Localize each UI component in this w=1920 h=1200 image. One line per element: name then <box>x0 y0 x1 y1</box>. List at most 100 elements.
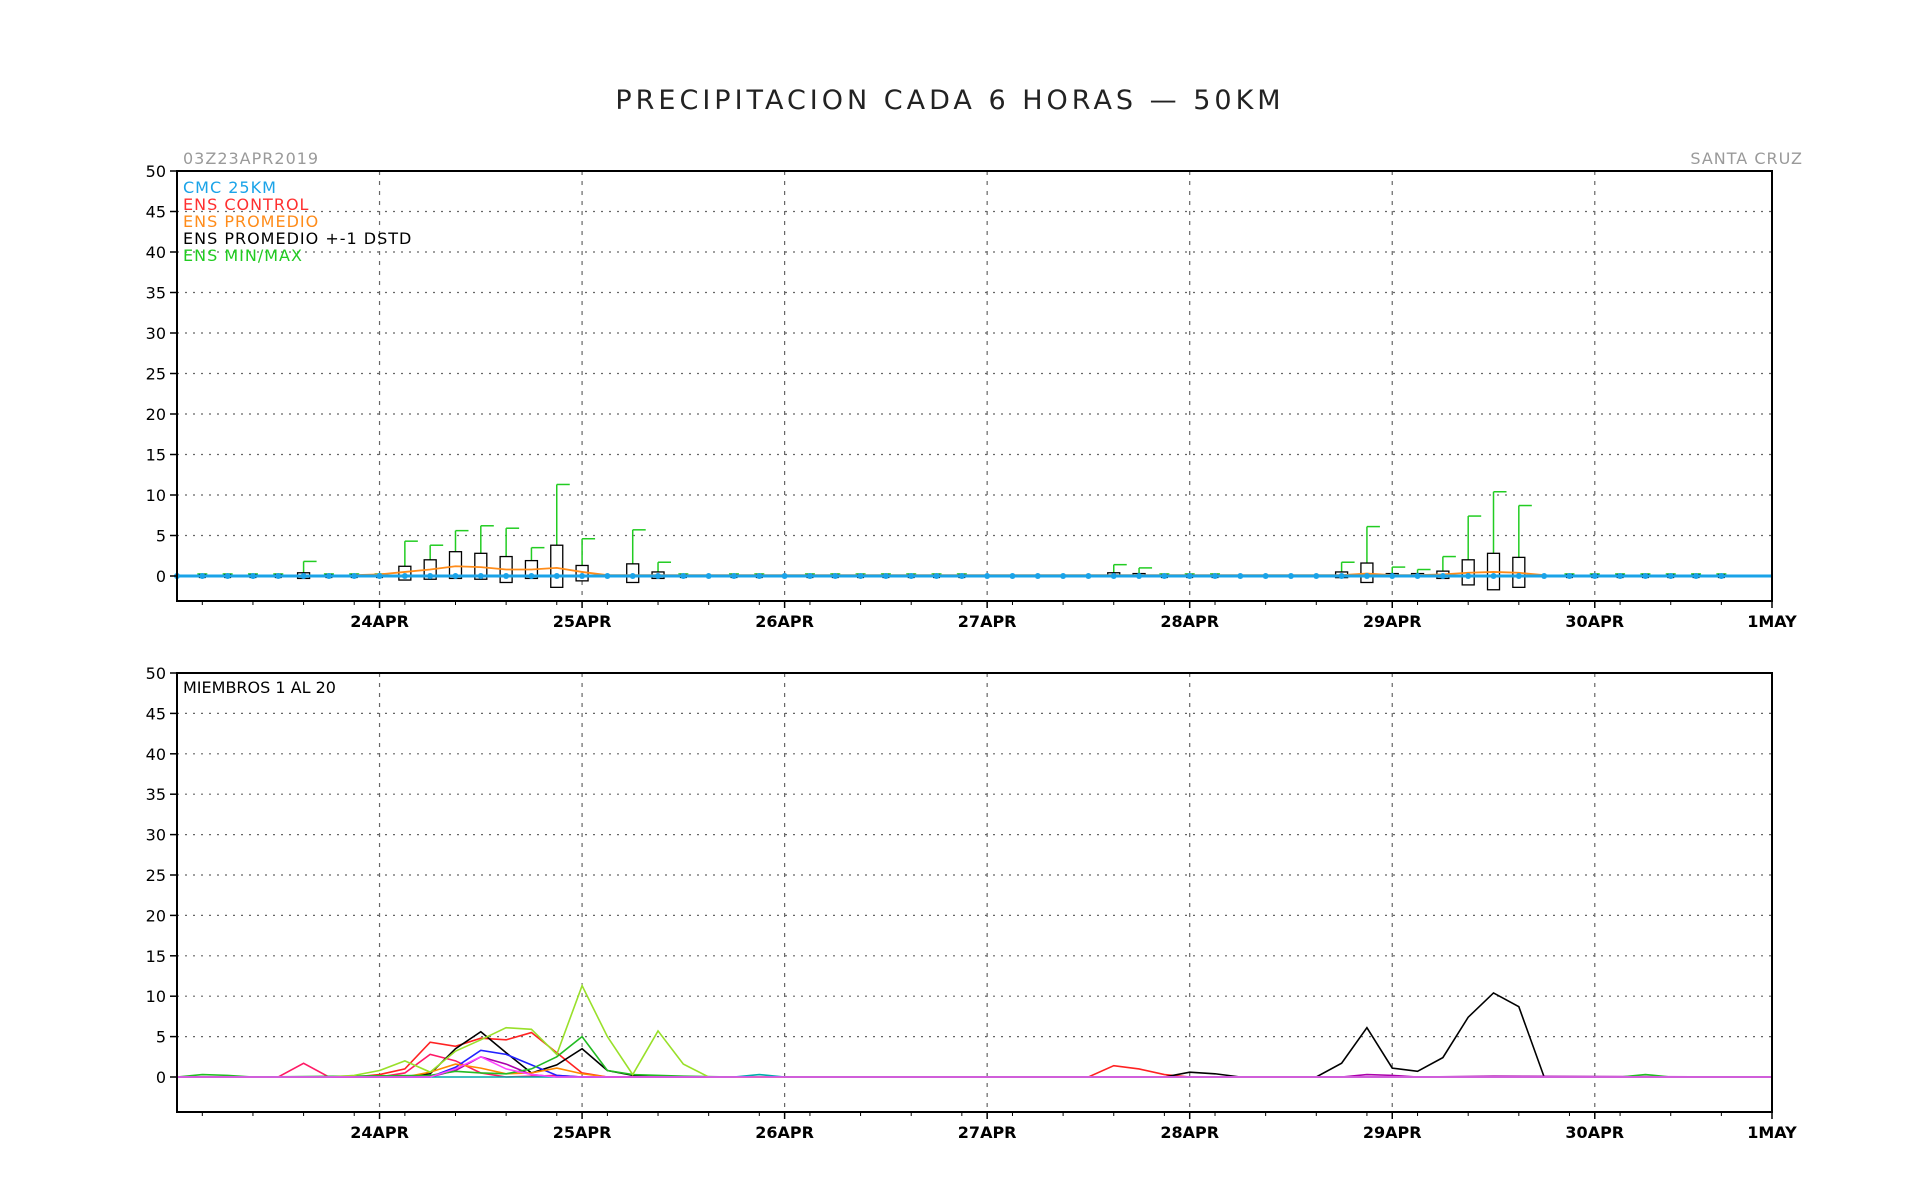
cmc-point <box>1212 573 1219 579</box>
top-plot-frame <box>176 170 1773 602</box>
member-line <box>177 1055 1773 1078</box>
legend-entry: ENS CONTROL <box>183 195 309 214</box>
std-box <box>626 563 640 584</box>
legend-entry: CMC 25KM <box>183 178 277 197</box>
bottom-ytick-label: 45 <box>146 704 166 723</box>
top-ytick-label: 35 <box>146 284 166 303</box>
top-ytick-label: 30 <box>146 324 166 343</box>
legend-entry: ENS PROMEDIO <box>183 212 319 231</box>
cmc-point <box>1515 573 1522 579</box>
cmc-point <box>1617 573 1624 579</box>
cmc-point <box>604 573 611 579</box>
bottom-xtick-label: 24APR <box>350 1123 409 1142</box>
cmc-point <box>249 573 256 579</box>
cmc-point <box>528 573 535 579</box>
top-ytick-label: 40 <box>146 243 166 262</box>
cmc-point <box>1465 573 1472 579</box>
bottom-grid <box>177 673 1772 1112</box>
cmc-point <box>1034 573 1041 579</box>
cmc-point <box>503 573 510 579</box>
cmc-point <box>1389 573 1396 579</box>
cmc-point <box>1110 573 1117 579</box>
top-xtick-label: 29APR <box>1363 612 1422 631</box>
chart-title: PRECIPITACION CADA 6 HORAS — 50KM <box>615 85 1284 116</box>
cmc-point <box>351 573 358 579</box>
cmc-point <box>224 573 231 579</box>
bottom-plot-frame <box>176 672 1773 1113</box>
cmc-point <box>452 573 459 579</box>
top-xtick-label: 28APR <box>1160 612 1219 631</box>
bottom-xtick-label: 25APR <box>553 1123 612 1142</box>
cmc-point <box>730 573 737 579</box>
top-ytick-label: 25 <box>146 365 166 384</box>
cmc-point <box>1161 573 1168 579</box>
cmc-point <box>1287 573 1294 579</box>
legend-entry: ENS MIN/MAX <box>183 246 303 265</box>
cmc-point <box>1642 573 1649 579</box>
top-ytick-label: 50 <box>146 162 166 181</box>
bottom-ytick-label: 35 <box>146 785 166 804</box>
cmc-point <box>275 573 282 579</box>
legend-entry: ENS PROMEDIO +-1 DSTD <box>183 229 412 248</box>
bottom-ytick-label: 10 <box>146 987 166 1006</box>
bottom-series <box>176 983 1773 1078</box>
bottom-ytick-label: 25 <box>146 866 166 885</box>
members-label: MIEMBROS 1 AL 20 <box>183 678 336 697</box>
top-ytick-label: 5 <box>156 527 166 546</box>
cmc-point <box>705 573 712 579</box>
cmc-point <box>1591 573 1598 579</box>
cmc-point <box>756 573 763 579</box>
std-box <box>1360 562 1374 584</box>
member-line <box>177 1031 1772 1078</box>
bottom-ytick-label: 15 <box>146 947 166 966</box>
ensemble-summary-panel: 0 5 10 15 20 25 30 35 40 45 50 24APR 25APR 26APR 27APR… <box>146 162 1798 631</box>
cmc-point <box>806 573 813 579</box>
top-grid <box>177 171 1772 601</box>
cmc-point <box>908 573 915 579</box>
bottom-axis-ticks: 0 5 10 15 20 25 30 35 40 45 50 24APR 25APR 26APR 27APR… <box>146 664 1798 1142</box>
cmc-point <box>1060 573 1067 579</box>
cmc-point <box>1718 573 1725 579</box>
cmc-point <box>832 573 839 579</box>
cmc-point <box>477 573 484 579</box>
top-axis-ticks: 0 5 10 15 20 25 30 35 40 45 50 24APR 25APR 26APR 27APR… <box>146 162 1798 631</box>
bottom-ytick-label: 50 <box>146 664 166 683</box>
bottom-ytick-label: 30 <box>146 826 166 845</box>
top-xtick-label: 25APR <box>553 612 612 631</box>
top-xtick-label: 27APR <box>958 612 1017 631</box>
top-ytick-label: 15 <box>146 446 166 465</box>
top-series <box>174 483 1772 591</box>
top-ytick-label: 20 <box>146 405 166 424</box>
cmc-point <box>1338 573 1345 579</box>
bottom-xtick-label: 28APR <box>1160 1123 1219 1142</box>
cmc-point <box>984 573 991 579</box>
top-ytick-label: 45 <box>146 203 166 222</box>
cmc-point <box>1237 573 1244 579</box>
members-panel: 0 5 10 15 20 25 30 35 40 45 50 24APR 25APR 26APR 27APR… <box>146 664 1798 1142</box>
cmc-point <box>325 573 332 579</box>
cmc-point <box>1085 573 1092 579</box>
cmc-point <box>376 573 383 579</box>
cmc-point <box>1363 573 1370 579</box>
cmc-point <box>1541 573 1548 579</box>
top-ytick-label: 10 <box>146 486 166 505</box>
bottom-ytick-label: 5 <box>156 1028 166 1047</box>
cmc-point <box>1136 573 1143 579</box>
cmc-point <box>1009 573 1016 579</box>
promedio-line <box>354 565 1545 577</box>
cmc-point <box>1186 573 1193 579</box>
bottom-xtick-label: 26APR <box>755 1123 814 1142</box>
member-line <box>177 991 1772 1078</box>
top-xtick-label: 1MAY <box>1747 612 1797 631</box>
std-box <box>550 544 564 588</box>
cmc-point <box>427 573 434 579</box>
cmc-point <box>1566 573 1573 579</box>
cmc-point <box>1262 573 1269 579</box>
cmc-point <box>781 573 788 579</box>
cmc-point <box>300 573 307 579</box>
cmc-point <box>680 573 687 579</box>
run-date-label: 03Z23APR2019 <box>183 149 319 168</box>
cmc-point <box>579 573 586 579</box>
